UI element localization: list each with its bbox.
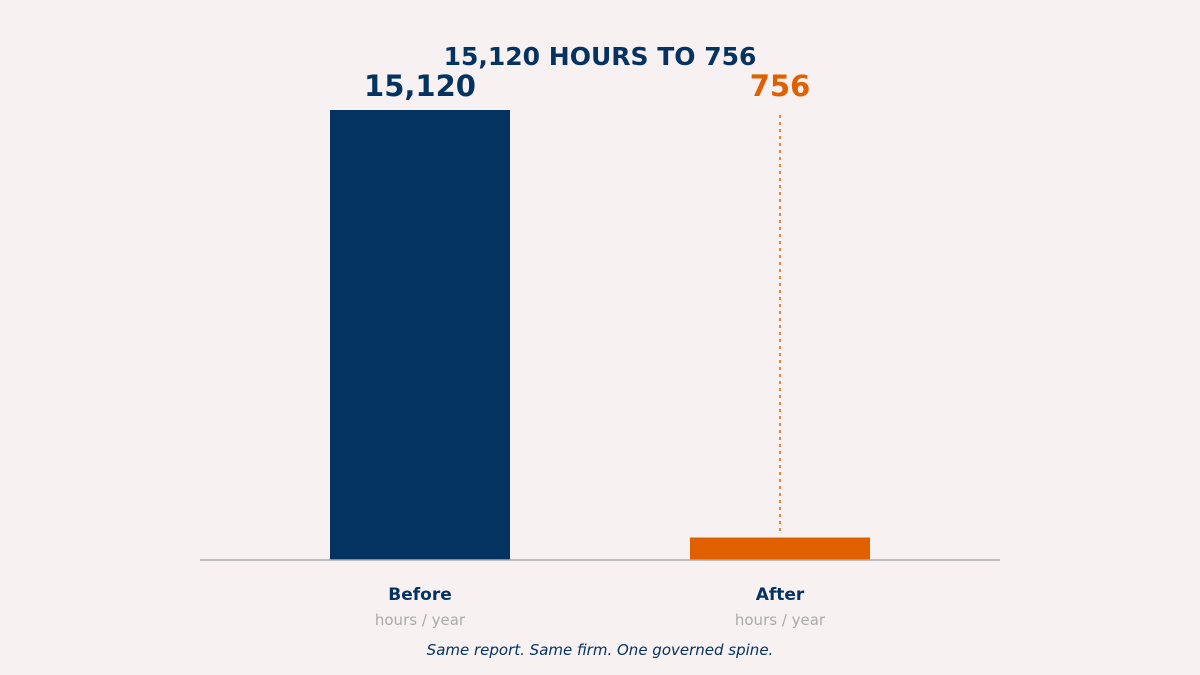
value-label-after: 756 [750, 69, 811, 103]
chart-title: 15,120 HOURS TO 756 [444, 42, 757, 71]
category-label-after: After [756, 585, 805, 605]
chart-caption: Same report. Same firm. One governed spi… [427, 641, 774, 659]
bar-after [690, 537, 870, 560]
value-label-before: 15,120 [364, 69, 476, 103]
category-label-before: Before [388, 585, 451, 605]
unit-label-after: hours / year [735, 611, 826, 629]
unit-label-before: hours / year [375, 611, 466, 629]
bar-before [330, 110, 510, 560]
